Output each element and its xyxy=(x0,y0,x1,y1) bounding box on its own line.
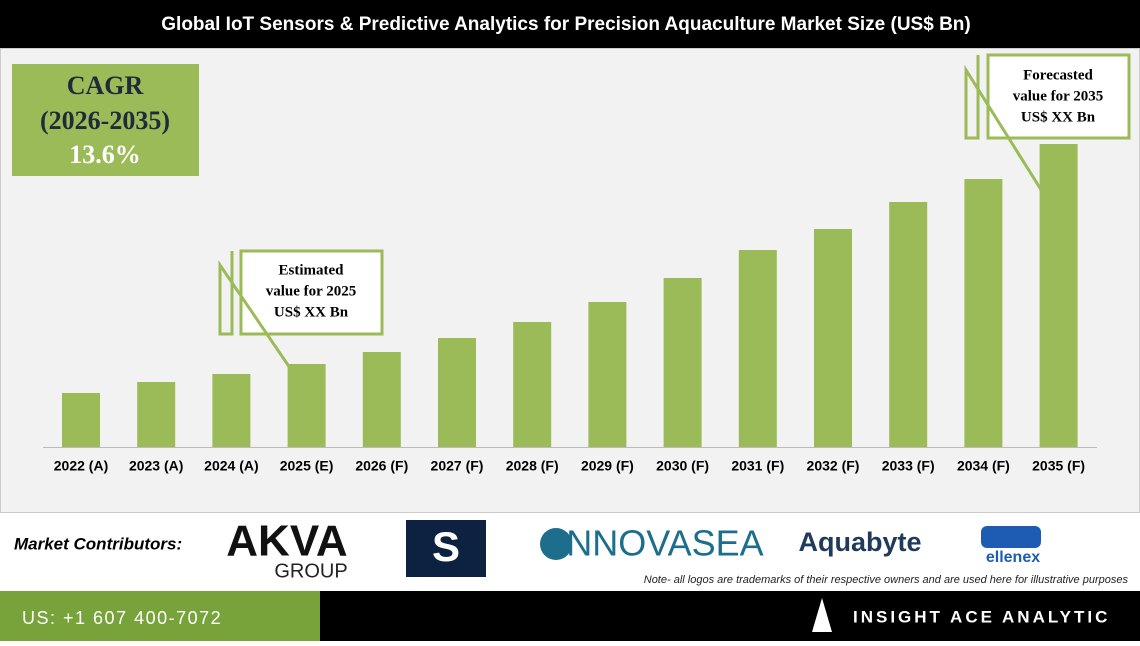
bar xyxy=(588,302,627,447)
bar xyxy=(513,322,552,447)
x-tick-label: 2026 (F) xyxy=(355,458,408,474)
x-tick-label: 2034 (F) xyxy=(957,458,1010,474)
x-tick-label: 2032 (F) xyxy=(807,458,860,474)
x-tick-label: 2027 (F) xyxy=(431,458,484,474)
logo: AKVA xyxy=(226,517,347,566)
x-tick-label: 2023 (A) xyxy=(129,458,183,474)
footer-right xyxy=(320,591,1140,641)
bar xyxy=(663,278,702,447)
callout-text: Forecasted xyxy=(1023,67,1093,83)
footer-left xyxy=(0,591,320,641)
brand-icon xyxy=(812,598,832,632)
cagr-value: 13.6% xyxy=(69,140,141,169)
x-tick-label: 2033 (F) xyxy=(882,458,935,474)
cagr-box xyxy=(12,64,199,176)
logo-box xyxy=(406,520,486,577)
x-tick-label: 2035 (F) xyxy=(1032,458,1085,474)
bar xyxy=(362,352,401,447)
x-tick-label: 2025 (E) xyxy=(280,458,334,474)
title-bar xyxy=(0,0,1140,48)
logo: ellenex xyxy=(986,549,1040,566)
bar xyxy=(738,250,777,447)
callout-shapes xyxy=(218,53,1131,369)
note: Note- all logos are trademarks of their … xyxy=(644,574,1129,586)
cagr-label: CAGR xyxy=(67,71,144,100)
x-tick-label: 2028 (F) xyxy=(506,458,559,474)
bar xyxy=(889,202,928,447)
logo: INNOVASEA xyxy=(556,523,763,564)
callout-text: value for 2035 xyxy=(1013,88,1104,104)
logo: S xyxy=(432,523,460,570)
contributors-area xyxy=(0,513,1140,591)
logo-icon xyxy=(540,528,572,560)
callout-text: value for 2025 xyxy=(266,283,357,299)
bar xyxy=(212,374,251,447)
bar xyxy=(287,364,326,447)
contributors-label: Market Contributors: xyxy=(14,534,182,553)
cagr-period: (2026-2035) xyxy=(40,106,170,135)
chart-title: Global IoT Sensors & Predictive Analytic… xyxy=(161,14,970,35)
callout-text: US$ XX Bn xyxy=(1021,109,1096,125)
callout-text: US$ XX Bn xyxy=(274,304,349,320)
footer-brand: INSIGHT ACE ANALYTIC xyxy=(853,607,1110,626)
x-tick-label: 2022 (A) xyxy=(54,458,108,474)
bar xyxy=(1039,144,1078,447)
bar xyxy=(62,393,100,447)
logo: Aquabyte xyxy=(798,527,921,557)
x-tick-label: 2030 (F) xyxy=(656,458,709,474)
x-tick-label: 2029 (F) xyxy=(581,458,634,474)
bar xyxy=(137,382,176,447)
x-tick-label: 2031 (F) xyxy=(731,458,784,474)
bar xyxy=(438,338,476,447)
logo-icon xyxy=(981,526,1041,548)
callout-text: Estimated xyxy=(279,262,345,278)
bar xyxy=(814,229,852,447)
logo: GROUP xyxy=(274,560,347,582)
x-tick-label: 2024 (A) xyxy=(204,458,258,474)
bar xyxy=(964,179,1003,447)
footer-phone: US: +1 607 400-7072 xyxy=(22,608,222,628)
